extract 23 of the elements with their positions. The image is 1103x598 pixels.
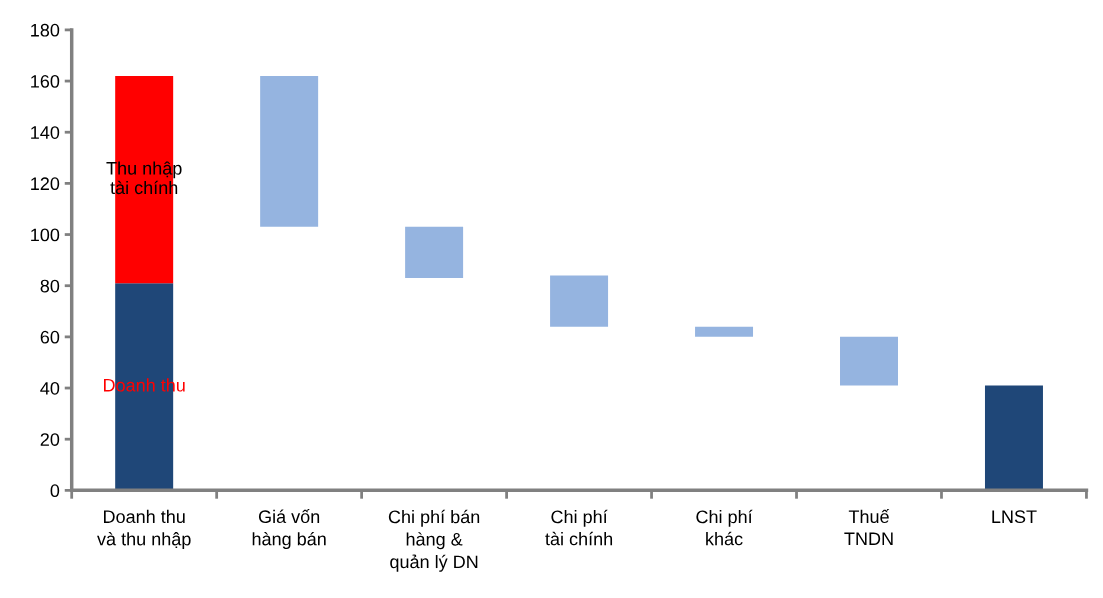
- y-tick-label: 180: [31, 23, 60, 37]
- bar: [550, 275, 609, 327]
- y-tick-label: 0: [50, 484, 60, 498]
- y-tick-label: 20: [40, 433, 60, 446]
- y-tick-label: 120: [31, 177, 60, 191]
- x-tick-label: Thuế TNDN: [844, 509, 893, 545]
- bar: [984, 385, 1043, 491]
- x-tick-label: Doanh thu và thu nhập: [97, 509, 191, 549]
- bar: [695, 326, 754, 337]
- x-tick-label: Chi phí bán hàng & quản lý DN: [388, 509, 480, 572]
- bar: [405, 226, 464, 279]
- y-tick-label: 80: [40, 279, 60, 293]
- y-tick-label: 40: [40, 381, 60, 395]
- y-tick-label: 60: [40, 330, 60, 344]
- x-tick-label: Giá vốn hàng bán: [252, 509, 326, 549]
- x-tick-label: LNST: [992, 510, 1037, 524]
- y-tick-label: 140: [31, 126, 60, 139]
- x-tick-label: Chi phí khác: [696, 509, 753, 546]
- y-tick-label: 160: [31, 75, 60, 88]
- y-tick-label: 100: [31, 228, 60, 242]
- bar: [840, 336, 898, 386]
- x-tick-label: Chi phí tài chính: [545, 509, 613, 546]
- bar: [260, 75, 319, 227]
